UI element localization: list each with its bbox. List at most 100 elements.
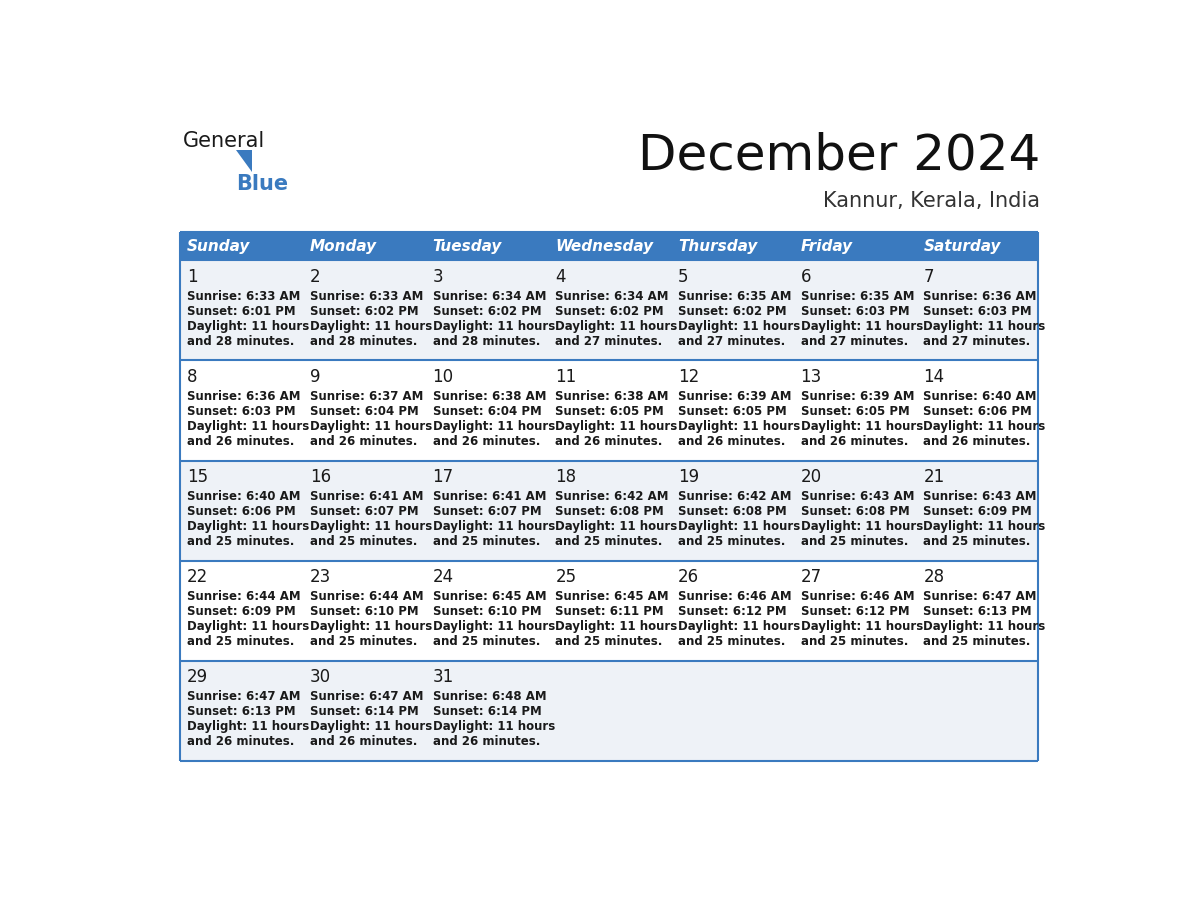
Text: and 26 minutes.: and 26 minutes.	[801, 435, 908, 448]
Bar	[916, 661, 1038, 761]
Bar	[425, 361, 548, 461]
Text: 6: 6	[801, 268, 811, 286]
Text: Sunrise: 6:41 AM: Sunrise: 6:41 AM	[310, 490, 423, 503]
Text: Daylight: 11 hours: Daylight: 11 hours	[678, 320, 801, 333]
Text: Sunrise: 6:33 AM: Sunrise: 6:33 AM	[188, 290, 301, 303]
Text: Sunset: 6:03 PM: Sunset: 6:03 PM	[801, 305, 909, 318]
Text: and 25 minutes.: and 25 minutes.	[188, 635, 295, 648]
Bar	[179, 261, 302, 361]
Text: and 25 minutes.: and 25 minutes.	[188, 535, 295, 548]
Text: and 26 minutes.: and 26 minutes.	[923, 435, 1031, 448]
Text: Sunset: 6:05 PM: Sunset: 6:05 PM	[555, 405, 664, 418]
Text: Sunset: 6:03 PM: Sunset: 6:03 PM	[923, 305, 1032, 318]
Text: Sunset: 6:02 PM: Sunset: 6:02 PM	[432, 305, 542, 318]
Text: Sunrise: 6:41 AM: Sunrise: 6:41 AM	[432, 490, 546, 503]
Text: 4: 4	[555, 268, 565, 286]
Bar	[670, 232, 792, 261]
Text: Sunset: 6:09 PM: Sunset: 6:09 PM	[923, 505, 1032, 518]
Text: and 27 minutes.: and 27 minutes.	[923, 335, 1030, 348]
Text: Sunset: 6:05 PM: Sunset: 6:05 PM	[678, 405, 786, 418]
Bar	[548, 261, 670, 361]
Bar	[916, 361, 1038, 461]
Text: Daylight: 11 hours: Daylight: 11 hours	[678, 521, 801, 533]
Text: 26: 26	[678, 568, 699, 587]
Text: Daylight: 11 hours: Daylight: 11 hours	[310, 320, 432, 333]
Text: Sunset: 6:03 PM: Sunset: 6:03 PM	[188, 405, 296, 418]
Text: Sunrise: 6:47 AM: Sunrise: 6:47 AM	[923, 590, 1037, 603]
Text: Sunrise: 6:38 AM: Sunrise: 6:38 AM	[555, 390, 669, 403]
Text: Daylight: 11 hours: Daylight: 11 hours	[555, 521, 677, 533]
Bar	[670, 561, 792, 661]
Text: December 2024: December 2024	[638, 131, 1040, 180]
Text: Sunset: 6:04 PM: Sunset: 6:04 PM	[310, 405, 418, 418]
Text: Wednesday: Wednesday	[555, 239, 653, 253]
Bar	[792, 261, 916, 361]
Bar	[916, 261, 1038, 361]
Bar	[792, 461, 916, 561]
Text: Sunrise: 6:39 AM: Sunrise: 6:39 AM	[801, 390, 914, 403]
Bar	[548, 461, 670, 561]
Text: and 28 minutes.: and 28 minutes.	[432, 335, 541, 348]
Text: Daylight: 11 hours: Daylight: 11 hours	[188, 420, 310, 433]
Text: and 25 minutes.: and 25 minutes.	[801, 535, 908, 548]
Text: Daylight: 11 hours: Daylight: 11 hours	[801, 320, 923, 333]
Text: Daylight: 11 hours: Daylight: 11 hours	[555, 320, 677, 333]
Text: 9: 9	[310, 368, 321, 386]
Bar	[548, 232, 670, 261]
Text: Sunset: 6:07 PM: Sunset: 6:07 PM	[432, 505, 542, 518]
Bar	[425, 461, 548, 561]
Text: 5: 5	[678, 268, 688, 286]
Text: and 27 minutes.: and 27 minutes.	[678, 335, 785, 348]
Bar	[425, 661, 548, 761]
Text: 14: 14	[923, 368, 944, 386]
Bar	[792, 561, 916, 661]
Text: and 26 minutes.: and 26 minutes.	[432, 435, 541, 448]
Text: Sunrise: 6:35 AM: Sunrise: 6:35 AM	[801, 290, 914, 303]
Text: Sunset: 6:13 PM: Sunset: 6:13 PM	[923, 605, 1032, 618]
Bar	[302, 261, 425, 361]
Text: Daylight: 11 hours: Daylight: 11 hours	[923, 420, 1045, 433]
Text: and 25 minutes.: and 25 minutes.	[432, 635, 541, 648]
Text: 3: 3	[432, 268, 443, 286]
Text: Sunset: 6:12 PM: Sunset: 6:12 PM	[678, 605, 786, 618]
Text: General: General	[183, 131, 266, 151]
Bar	[302, 561, 425, 661]
Text: Sunset: 6:11 PM: Sunset: 6:11 PM	[555, 605, 664, 618]
Text: 24: 24	[432, 568, 454, 587]
Text: 7: 7	[923, 268, 934, 286]
Text: 28: 28	[923, 568, 944, 587]
Text: Sunrise: 6:36 AM: Sunrise: 6:36 AM	[923, 290, 1037, 303]
Text: 1: 1	[188, 268, 198, 286]
Text: 15: 15	[188, 468, 208, 487]
Bar	[425, 232, 548, 261]
Text: Sunrise: 6:39 AM: Sunrise: 6:39 AM	[678, 390, 791, 403]
Text: Daylight: 11 hours: Daylight: 11 hours	[310, 420, 432, 433]
Text: and 27 minutes.: and 27 minutes.	[801, 335, 908, 348]
Text: Sunset: 6:10 PM: Sunset: 6:10 PM	[310, 605, 418, 618]
Bar	[425, 261, 548, 361]
Text: Daylight: 11 hours: Daylight: 11 hours	[678, 420, 801, 433]
Text: 8: 8	[188, 368, 197, 386]
Text: 21: 21	[923, 468, 944, 487]
Text: Daylight: 11 hours: Daylight: 11 hours	[432, 721, 555, 733]
Text: and 26 minutes.: and 26 minutes.	[310, 435, 417, 448]
Bar	[302, 232, 425, 261]
Text: 13: 13	[801, 368, 822, 386]
Bar	[548, 361, 670, 461]
Text: Sunset: 6:02 PM: Sunset: 6:02 PM	[678, 305, 786, 318]
Bar	[670, 361, 792, 461]
Text: Daylight: 11 hours: Daylight: 11 hours	[432, 521, 555, 533]
Text: 18: 18	[555, 468, 576, 487]
Text: 23: 23	[310, 568, 331, 587]
Bar	[670, 461, 792, 561]
Text: Daylight: 11 hours: Daylight: 11 hours	[923, 521, 1045, 533]
Text: 29: 29	[188, 668, 208, 687]
Text: 12: 12	[678, 368, 700, 386]
Text: Friday: Friday	[801, 239, 853, 253]
Text: Sunrise: 6:33 AM: Sunrise: 6:33 AM	[310, 290, 423, 303]
Text: Sunset: 6:06 PM: Sunset: 6:06 PM	[923, 405, 1032, 418]
Text: Sunrise: 6:46 AM: Sunrise: 6:46 AM	[801, 590, 915, 603]
Text: 30: 30	[310, 668, 331, 687]
Bar	[179, 661, 302, 761]
Bar	[179, 461, 302, 561]
